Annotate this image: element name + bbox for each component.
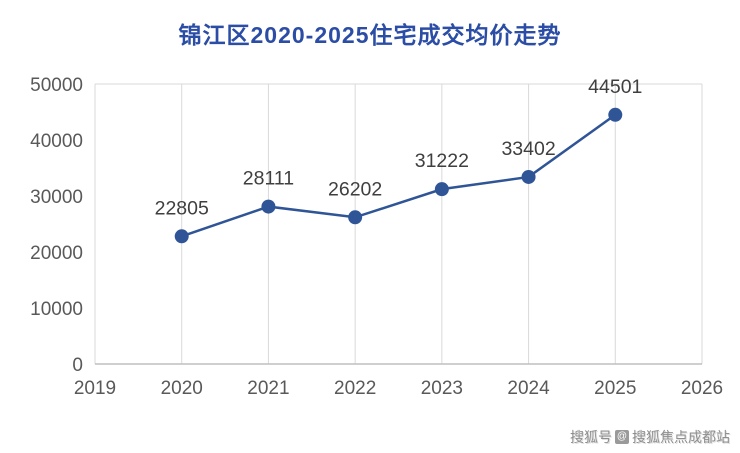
x-axis-tick-label: 2022 <box>334 378 376 399</box>
x-axis-tick-label: 2021 <box>247 378 289 399</box>
chart-title: 锦江区2020-2025住宅成交均价走势 <box>178 22 562 48</box>
y-axis-tick-label: 10000 <box>30 299 83 320</box>
y-axis-tick-label: 40000 <box>30 131 83 152</box>
x-axis-tick-label: 2026 <box>681 378 723 399</box>
y-axis-tick-label: 30000 <box>30 187 83 208</box>
x-axis-tick-label: 2024 <box>507 378 550 399</box>
data-point-label: 28111 <box>243 168 294 190</box>
data-point-label: 26202 <box>328 178 382 200</box>
price-trend-chart: 0 10000 20000 30000 40000 50000 2019 2020 2021 20… <box>30 75 723 399</box>
souhu-account-label: 搜狐号 <box>570 429 612 445</box>
data-point-marker <box>174 229 189 244</box>
souhu-logo-icon: @ <box>615 430 629 444</box>
data-point-label: 31222 <box>415 150 469 172</box>
data-point-marker <box>261 199 276 214</box>
data-point-marker <box>521 169 536 184</box>
x-axis-tick-label: 2020 <box>161 378 203 399</box>
x-axis-tick-label: 2025 <box>594 378 636 399</box>
data-point-label: 22805 <box>155 197 209 219</box>
x-axis-tick-label: 2023 <box>421 378 463 399</box>
data-point-marker <box>608 107 623 122</box>
x-axis-tick-label: 2019 <box>74 378 116 399</box>
data-point-label: 33402 <box>501 138 555 160</box>
souhu-brand-label: 搜狐焦点成都站 <box>632 429 730 445</box>
data-point-marker <box>434 182 449 197</box>
y-axis-tick-label: 0 <box>72 355 83 376</box>
trend-line <box>181 113 617 238</box>
y-axis-tick-label: 50000 <box>30 75 83 96</box>
data-point-marker <box>348 210 363 225</box>
data-point-label: 44501 <box>588 76 642 98</box>
watermark: 搜狐号 @ 搜狐焦点成都站 <box>570 427 730 447</box>
y-axis-tick-label: 20000 <box>30 243 83 264</box>
